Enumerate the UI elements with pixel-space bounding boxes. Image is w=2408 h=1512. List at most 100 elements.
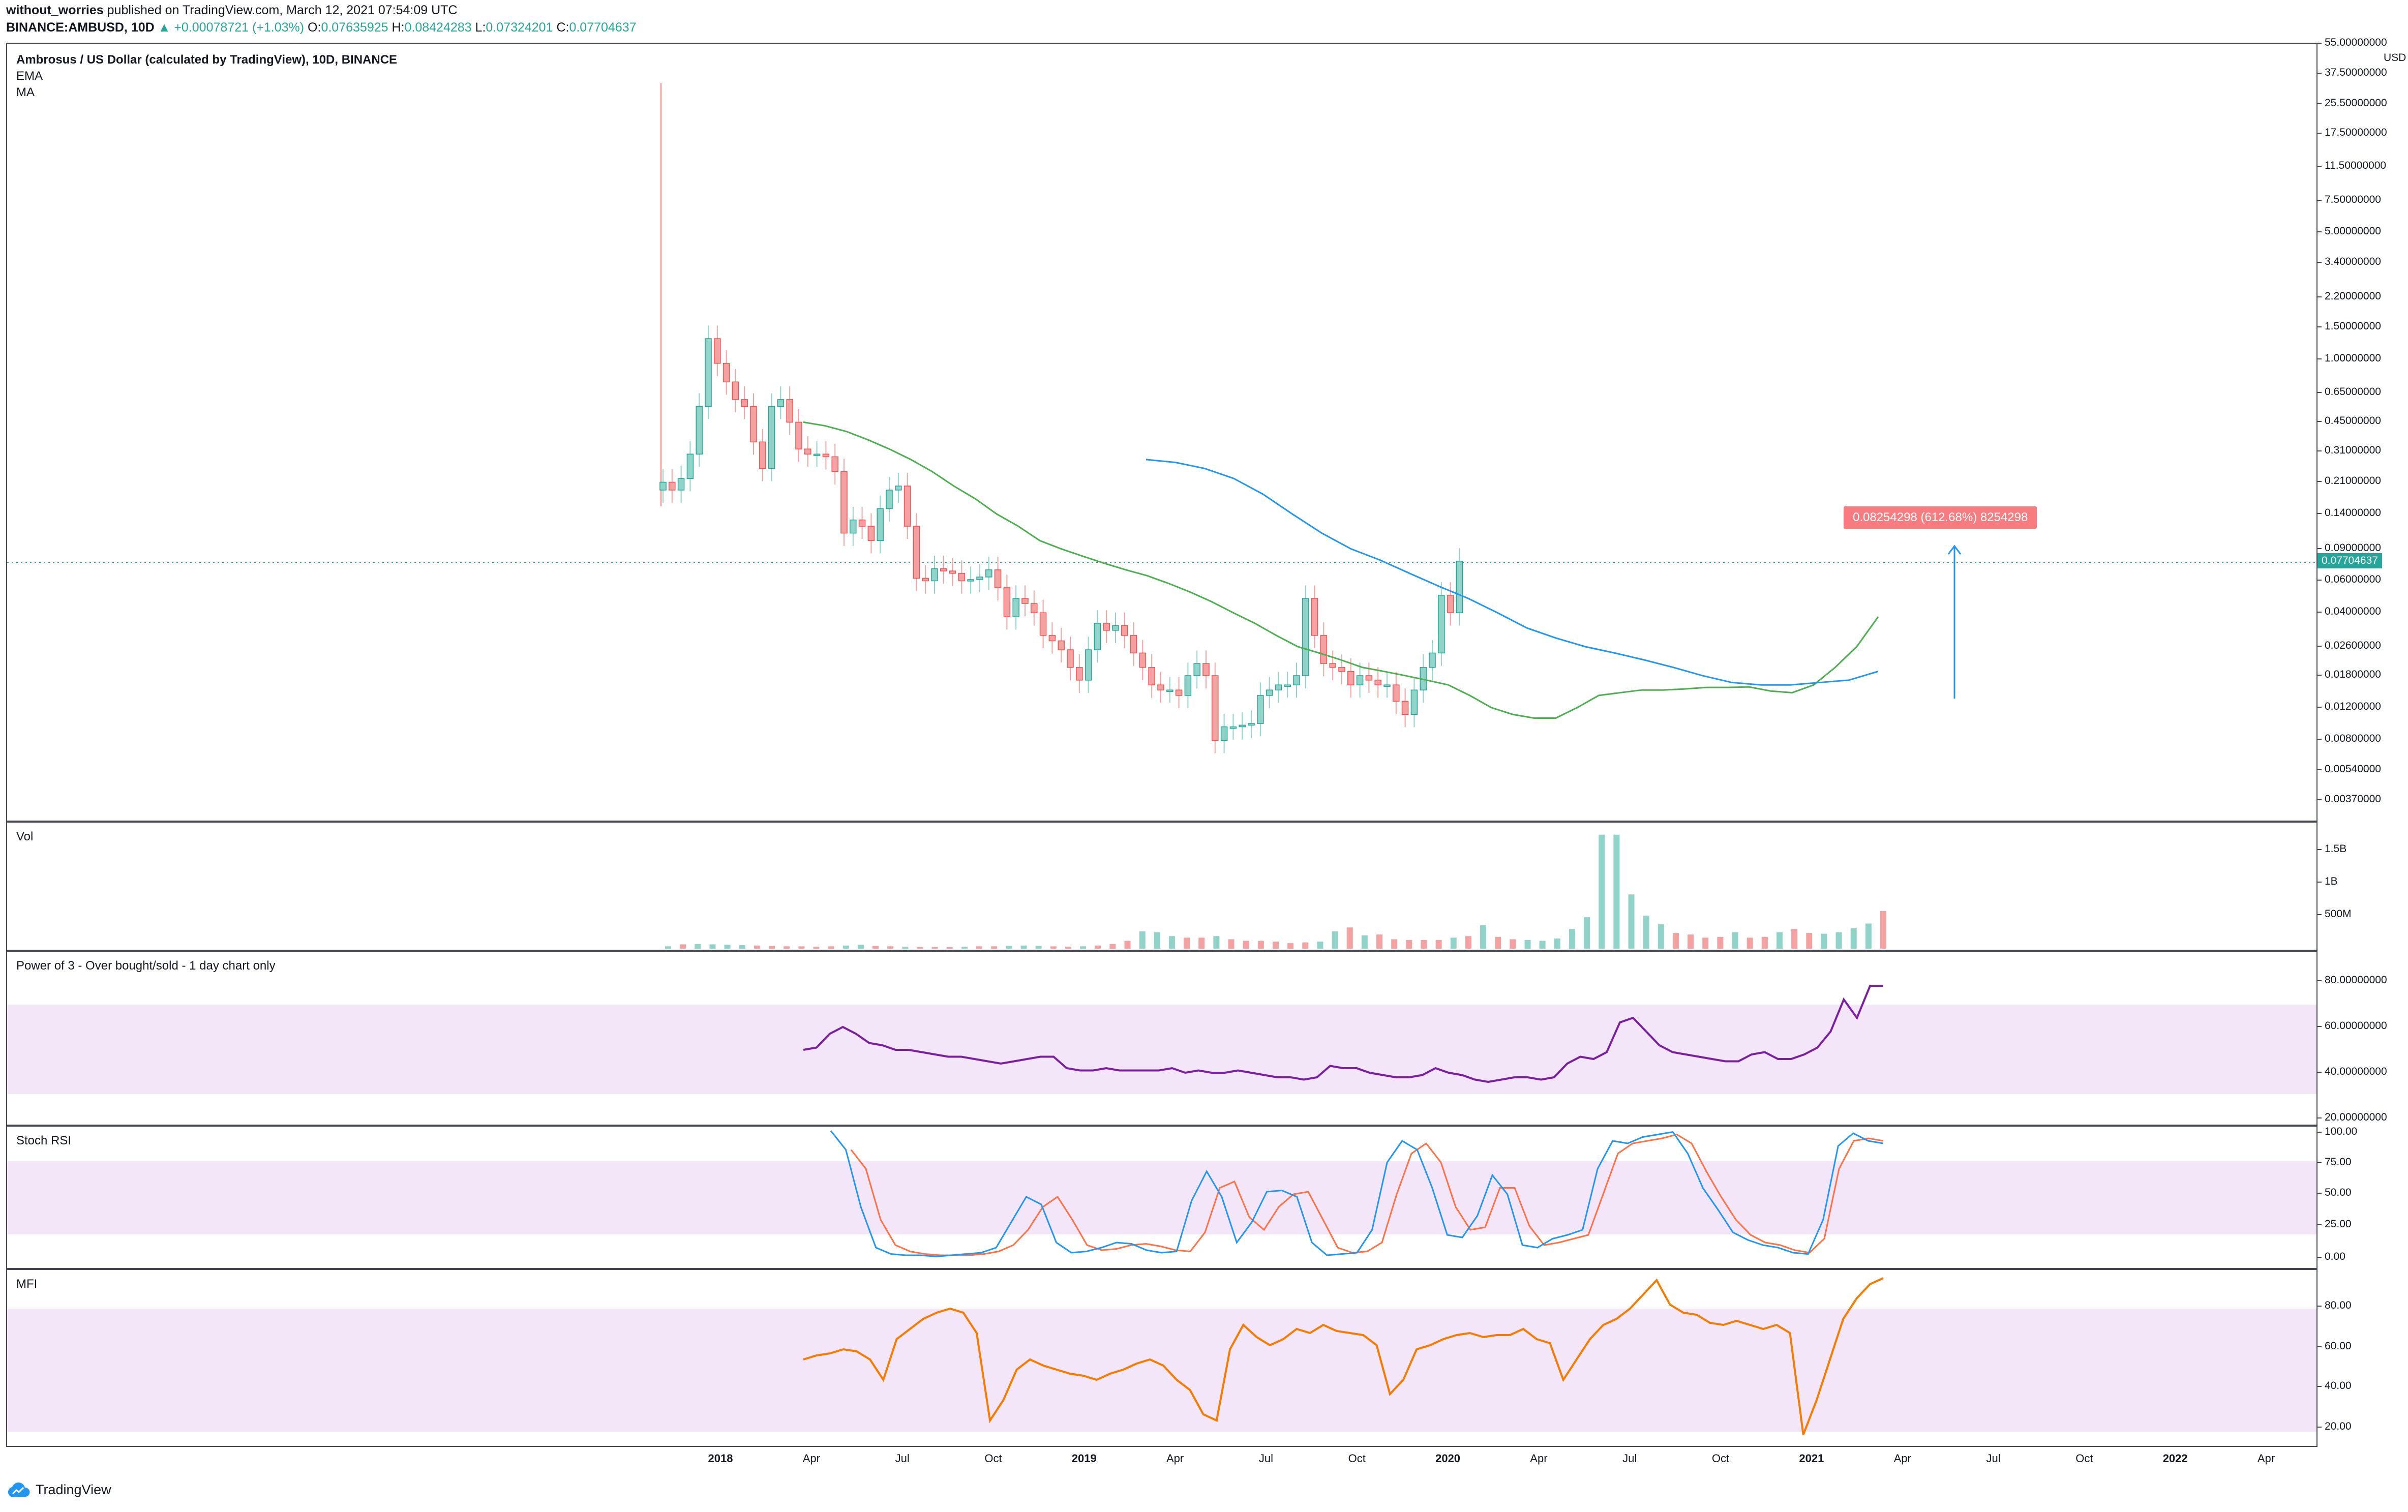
price-tick: 0.09000000 (2317, 541, 2381, 554)
power-of-3-chart[interactable] (7, 952, 2316, 1125)
time-tick: 2018 (708, 1452, 733, 1465)
volume-bar (1435, 940, 1442, 949)
candle-body (958, 572, 966, 582)
candle-body (1383, 684, 1391, 687)
open-value: 0.07635925 (321, 20, 388, 35)
stoch-rsi-chart[interactable] (7, 1127, 2316, 1268)
candle-body (1284, 684, 1291, 687)
volume-bar (917, 947, 923, 949)
candle-body (1338, 667, 1345, 672)
volume-pane[interactable]: Vol (6, 822, 2317, 951)
volume-bar (946, 947, 953, 949)
volume-bar (1332, 931, 1338, 949)
price-tick: 0.31000000 (2317, 444, 2381, 457)
volume-bar (709, 944, 716, 949)
volume-bar (1257, 941, 1264, 949)
p3-tick-20: 20.00000000 (2317, 1111, 2387, 1123)
time-tick: 2020 (1435, 1452, 1461, 1465)
volume-bar (887, 946, 894, 949)
volume-bar (813, 947, 820, 949)
volume-bar (1421, 940, 1427, 949)
price-axis[interactable]: USD 55.00000000 37.50000000 25.50000000 17.… (2317, 37, 2408, 822)
stoch-tick-100: 100.00 (2317, 1126, 2358, 1137)
candle-body (1239, 724, 1246, 728)
volume-bar (1095, 945, 1101, 949)
volume-bar (1865, 923, 1872, 949)
p3-axis[interactable]: 80.00000000 60.00000000 40.00000000 20.0… (2317, 951, 2408, 1126)
tradingview-logo[interactable]: TradingView (6, 1482, 111, 1498)
ma-legend[interactable]: MA (16, 85, 35, 99)
volume-chart[interactable] (7, 823, 2316, 950)
ema-line (803, 421, 1879, 719)
candle-body (723, 362, 730, 383)
vol-tick-3: 500M (2317, 908, 2352, 920)
candle-body (1302, 598, 1309, 676)
candle-body (768, 406, 775, 469)
volume-bar (1050, 946, 1057, 949)
price-chart[interactable] (7, 44, 2316, 821)
volume-bar (1480, 925, 1487, 949)
volume-bar (1035, 946, 1042, 949)
volume-bar (1006, 946, 1012, 949)
candle-body (877, 508, 884, 541)
mfi-pane[interactable]: MFI (6, 1269, 2317, 1447)
author-name[interactable]: without_worries (6, 3, 104, 17)
volume-bar (1080, 946, 1087, 949)
candle-body (1393, 684, 1400, 702)
price-tick: 0.65000000 (2317, 386, 2381, 398)
candle-body (1220, 726, 1228, 741)
candle-body (1148, 667, 1155, 685)
mfi-axis[interactable]: 80.00 60.00 40.00 20.00 (2317, 1269, 2408, 1447)
time-tick: Oct (1348, 1452, 1366, 1465)
price-tick: 0.01800000 (2317, 668, 2381, 680)
ema-legend[interactable]: EMA (16, 69, 43, 83)
volume-bar (1554, 938, 1560, 949)
candle-body (686, 453, 694, 479)
candle-body (1003, 587, 1011, 617)
stoch-band (7, 1161, 2316, 1234)
mfi-band (7, 1309, 2316, 1432)
volume-bar (798, 946, 805, 949)
mfi-tick-40: 40.00 (2317, 1380, 2352, 1392)
volume-bar (961, 947, 968, 949)
volume-bar (739, 945, 745, 949)
mfi-chart[interactable] (7, 1270, 2316, 1446)
candle-body (777, 399, 785, 407)
candle-body (1347, 671, 1354, 685)
candle-body (1094, 623, 1101, 650)
volume-bar (902, 947, 909, 949)
candle-body (1175, 689, 1183, 696)
price-tick: 17.50000000 (2317, 127, 2387, 139)
ma-line (1146, 459, 1879, 686)
symbol-label: BINANCE:AMBUSD, 10D (6, 20, 155, 35)
candle-body (1356, 675, 1364, 685)
stoch-tick-25: 25.00 (2317, 1218, 2352, 1230)
volume-bar (769, 946, 775, 949)
price-tick: 0.45000000 (2317, 415, 2381, 427)
candle-body (1166, 689, 1173, 692)
candle-body (985, 569, 992, 578)
candle-body (1039, 612, 1047, 636)
candle-body (1085, 649, 1092, 681)
candle-body (922, 578, 929, 582)
candle-body (795, 421, 802, 449)
time-tick: Jul (1258, 1452, 1273, 1465)
candle-body (786, 399, 793, 423)
price-pane[interactable]: Ambrosus / US Dollar (calculated by Trad… (6, 43, 2317, 822)
volume-bar (1139, 931, 1146, 949)
stoch-title: Stoch RSI (16, 1134, 72, 1147)
candle-body (813, 453, 821, 456)
volume-bar (1391, 939, 1398, 949)
time-tick: 2022 (2162, 1452, 2188, 1465)
candle-body (931, 568, 938, 582)
stoch-rsi-pane[interactable]: Stoch RSI (6, 1126, 2317, 1269)
volume-bar (1361, 935, 1368, 949)
candle-body (1266, 689, 1273, 696)
candle-body (1212, 675, 1219, 741)
time-axis[interactable]: 2018 Apr Jul Oct 2019 Apr Jul Oct 2020 Apr Jul Oct 2… (6, 1447, 2317, 1467)
close-value: 0.07704637 (569, 20, 637, 35)
volume-bar (1184, 938, 1190, 949)
stoch-axis[interactable]: 100.00 75.00 50.00 25.00 0.00 (2317, 1126, 2408, 1269)
volume-axis[interactable]: 1.5B 1B 500M (2317, 822, 2408, 951)
power-of-3-pane[interactable]: Power of 3 - Over bought/sold - 1 day ch… (6, 951, 2317, 1126)
